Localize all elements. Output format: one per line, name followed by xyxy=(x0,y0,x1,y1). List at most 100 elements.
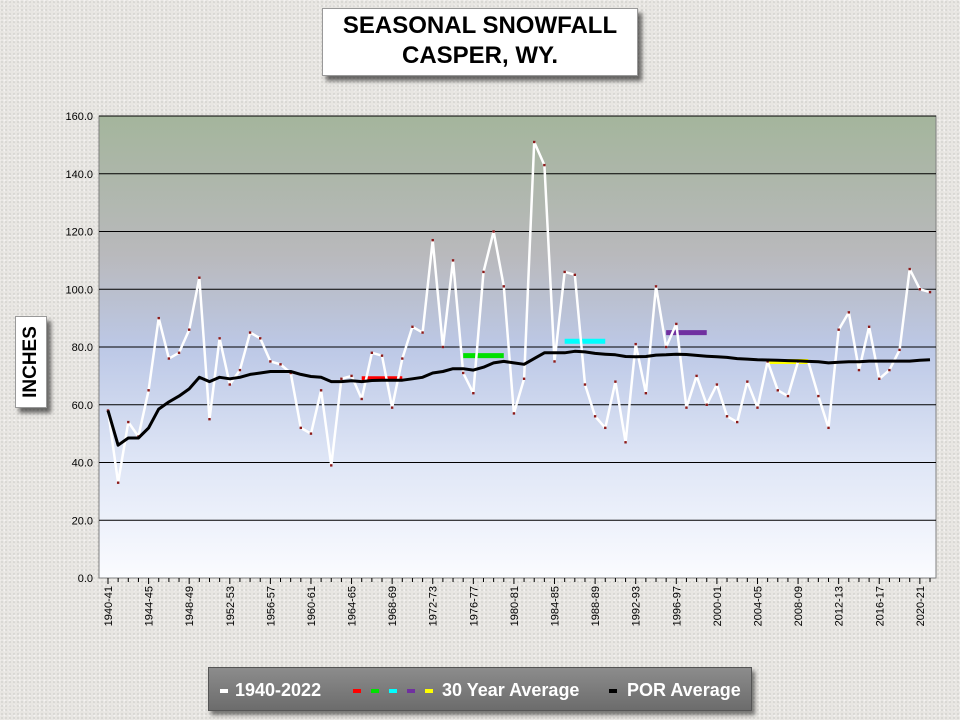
data-point xyxy=(279,363,282,366)
x-tick-label: 1956-57 xyxy=(265,586,277,626)
data-point xyxy=(269,360,272,363)
legend: 1940-2022 30 Year Average POR Average xyxy=(208,667,752,711)
title-line-1: SEASONAL SNOWFALL xyxy=(342,12,618,39)
data-point xyxy=(695,374,698,378)
data-point xyxy=(431,238,434,242)
data-point xyxy=(776,389,779,392)
data-point xyxy=(908,267,911,271)
data-point xyxy=(654,285,658,288)
data-point xyxy=(127,420,130,424)
data-point xyxy=(177,351,181,354)
data-point xyxy=(330,464,333,467)
chart-title: SEASONAL SNOWFALL CASPER, WY. xyxy=(322,8,638,76)
x-tick-label: 2016-17 xyxy=(874,586,886,626)
x-tick-label: 1972-73 xyxy=(428,586,440,626)
data-point xyxy=(533,140,536,144)
data-point xyxy=(898,348,901,352)
x-tick-label: 2020-21 xyxy=(915,586,927,626)
y-tick-label: 80.0 xyxy=(72,342,93,354)
data-point xyxy=(644,392,648,395)
legend-label-30-year-average: 30 Year Average xyxy=(442,680,580,700)
x-tick-label: 1960-61 xyxy=(306,586,318,626)
x-tick-label: 1984-85 xyxy=(550,586,562,626)
data-point xyxy=(482,270,485,274)
data-point xyxy=(624,441,627,444)
data-point xyxy=(583,383,587,386)
data-point xyxy=(675,322,678,326)
y-tick-label: 140.0 xyxy=(65,169,93,181)
data-point xyxy=(472,392,475,395)
data-point xyxy=(370,351,374,354)
x-tick-label: 1952-53 xyxy=(225,586,237,626)
data-point xyxy=(522,377,526,380)
y-tick-label: 40.0 xyxy=(72,458,93,470)
data-point xyxy=(116,481,120,484)
data-point xyxy=(238,368,242,372)
data-point xyxy=(502,285,505,288)
data-point xyxy=(847,311,851,314)
seasonal-snowfall-line xyxy=(106,140,931,484)
data-point xyxy=(786,394,790,398)
y-tick-label: 120.0 xyxy=(65,227,93,239)
x-tick-label: 1940-41 xyxy=(103,586,115,626)
data-point xyxy=(553,360,556,363)
x-tick-label: 1976-77 xyxy=(468,586,480,626)
y-tick-label: 160.0 xyxy=(65,111,93,123)
data-point xyxy=(827,426,830,430)
x-tick-label: 1980-81 xyxy=(509,586,521,626)
data-point xyxy=(685,406,688,409)
x-tick-label: 1948-49 xyxy=(184,586,196,626)
data-point xyxy=(735,420,739,424)
y-tick-label: 60.0 xyxy=(72,400,93,412)
data-point xyxy=(299,426,303,430)
data-point xyxy=(573,273,577,277)
data-point xyxy=(360,397,363,401)
x-tick-label: 1968-69 xyxy=(387,586,399,626)
data-point xyxy=(198,276,201,279)
data-point xyxy=(157,316,160,320)
data-point xyxy=(725,415,729,418)
data-point xyxy=(421,331,424,334)
data-point xyxy=(604,426,607,430)
x-tick-label: 2008-09 xyxy=(793,586,805,626)
legend-yellow-dash xyxy=(425,689,433,693)
data-point xyxy=(857,368,861,372)
data-point xyxy=(309,432,313,435)
legend-label-1940-2022: 1940-2022 xyxy=(235,680,322,700)
data-point xyxy=(380,354,384,357)
y-tick-label: 100.0 xyxy=(65,284,93,296)
data-point xyxy=(878,377,881,380)
data-point xyxy=(441,345,445,349)
data-point xyxy=(259,337,262,340)
data-point xyxy=(401,357,404,360)
legend-green-dash xyxy=(371,689,379,693)
data-point xyxy=(715,383,719,386)
data-point xyxy=(187,328,191,331)
data-point xyxy=(593,415,597,418)
data-point xyxy=(817,394,820,398)
legend-label-por-average: POR Average xyxy=(627,680,741,700)
data-point xyxy=(147,389,150,392)
data-point xyxy=(492,230,495,233)
x-tick-label: 2012-13 xyxy=(834,586,846,626)
data-point xyxy=(705,403,708,406)
data-point xyxy=(888,368,891,372)
legend-purple-dash xyxy=(407,689,415,693)
legend-black-dash xyxy=(609,689,617,693)
legend-cyan-dash xyxy=(389,689,397,693)
data-point xyxy=(228,383,231,386)
data-point xyxy=(451,259,455,262)
data-point xyxy=(319,389,323,392)
data-point xyxy=(208,417,211,421)
x-tick-label: 1988-89 xyxy=(590,586,602,626)
data-point xyxy=(218,337,221,340)
data-point xyxy=(512,412,516,415)
x-tick-label: 1944-45 xyxy=(144,586,156,626)
data-point xyxy=(634,342,637,346)
x-tick-label: 1992-93 xyxy=(631,586,643,626)
y-tick-label: 20.0 xyxy=(72,515,93,527)
x-tick-label: 2004-05 xyxy=(752,586,764,626)
legend-red-dash xyxy=(353,689,361,693)
legend-white-dash xyxy=(220,689,228,693)
